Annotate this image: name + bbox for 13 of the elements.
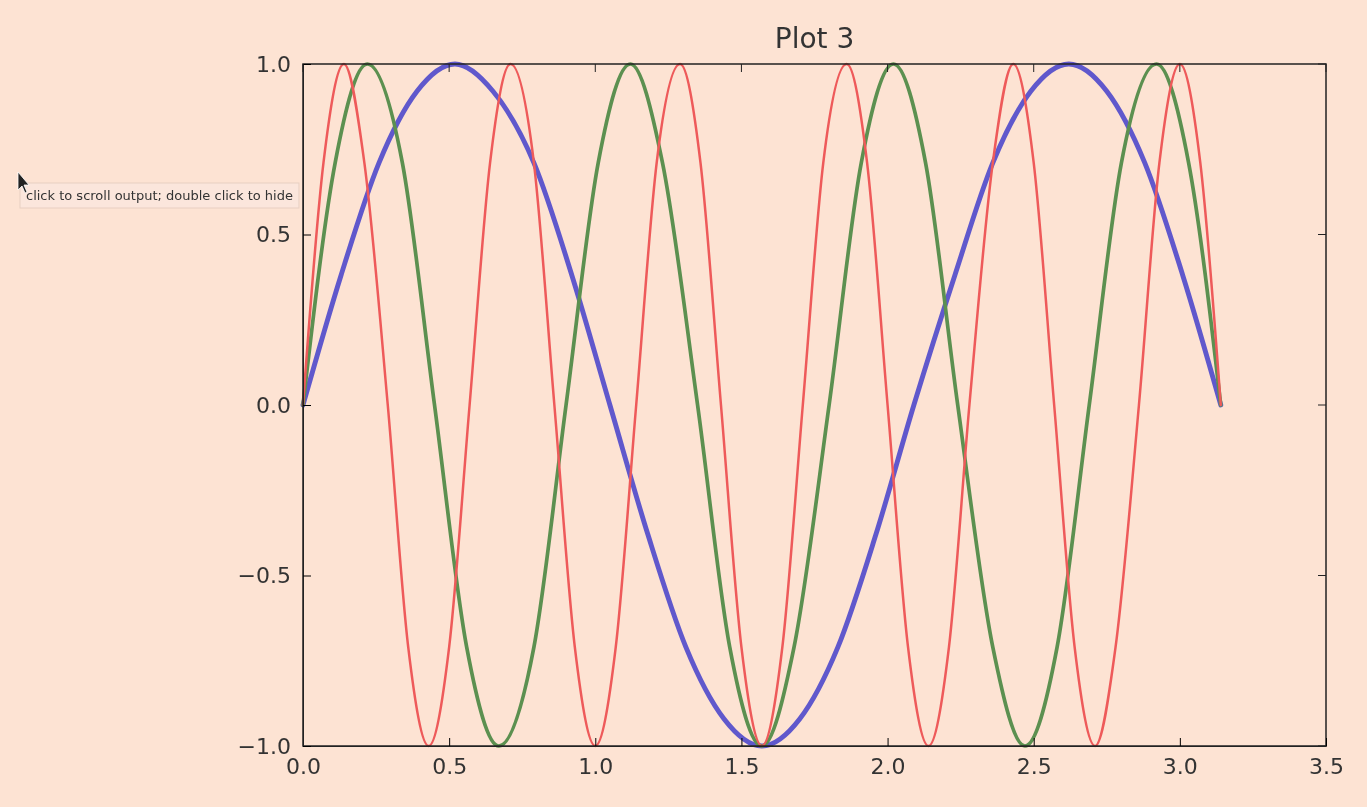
x-tick-label: 0.5 — [432, 753, 468, 779]
x-tick-label: 3.0 — [1162, 753, 1198, 779]
x-tick-label: 1.0 — [578, 753, 614, 779]
x-tick-label: 2.0 — [870, 753, 906, 779]
tooltip: click to scroll output; double click to hide — [19, 182, 300, 209]
y-tick-label: −0.5 — [237, 563, 291, 589]
y-tick-label: 1.0 — [256, 51, 291, 77]
x-tick-label: 3.5 — [1309, 753, 1344, 779]
y-tick-label: 0.0 — [256, 392, 291, 418]
chart-title: Plot 3 — [774, 22, 855, 55]
x-tick-label: 1.5 — [724, 753, 760, 779]
x-tick-label: 2.5 — [1016, 753, 1052, 779]
y-tick-label: 0.5 — [256, 222, 291, 248]
